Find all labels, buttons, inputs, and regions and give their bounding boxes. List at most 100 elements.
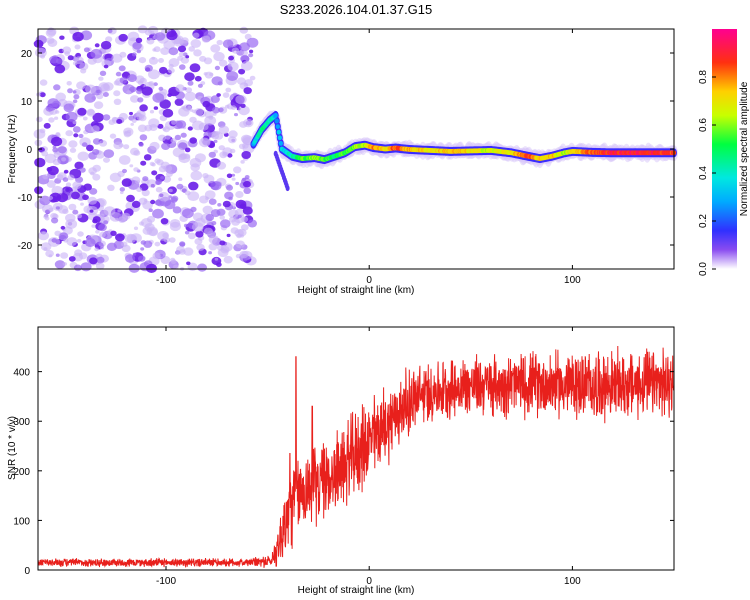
noise-blob [222, 151, 229, 157]
noise-blob [174, 98, 184, 106]
noise-blob [187, 191, 200, 202]
spectrogram-y-axis-label: Frequency (Hz) [7, 115, 18, 184]
noise-blob [158, 191, 170, 202]
noise-blob [46, 167, 53, 172]
noise-blob [208, 235, 218, 244]
noise-blob [222, 92, 230, 98]
noise-blob [159, 99, 171, 109]
ridge-core [274, 118, 279, 124]
noise-blob [236, 233, 242, 239]
noise-blob [228, 216, 237, 223]
colorbar-tick-label: 0.8 [698, 70, 709, 84]
noise-blob [176, 250, 182, 255]
noise-blob [65, 182, 72, 187]
noise-blob [242, 177, 247, 182]
noise-blob [194, 75, 202, 82]
noise-blob [155, 180, 161, 185]
noise-blob [54, 116, 59, 120]
y-tick-label: 300 [13, 417, 30, 428]
noise-blob [102, 92, 109, 97]
noise-blob [146, 37, 155, 45]
noise-blob [162, 127, 167, 131]
noise-blob [231, 47, 240, 54]
noise-blob [227, 61, 239, 72]
noise-blob [121, 178, 132, 187]
noise-blob [79, 167, 86, 173]
noise-blob [79, 62, 89, 71]
noise-blob [98, 76, 104, 81]
noise-blob [208, 115, 214, 120]
noise-blob [82, 116, 88, 121]
noise-blob [185, 55, 190, 59]
noise-blob [162, 108, 174, 118]
noise-blob [211, 106, 220, 114]
y-tick-label: -10 [18, 193, 33, 204]
noise-blob [184, 230, 190, 235]
noise-blob [222, 200, 231, 208]
colorbar-ticks: 0.0 0.2 0.4 0.6 0.8 [698, 70, 716, 276]
noise-blob [225, 87, 232, 93]
noise-blob [240, 160, 245, 164]
noise-blob [231, 177, 236, 181]
noise-blob [84, 238, 96, 247]
noise-blob [86, 144, 94, 152]
noise-blob [168, 47, 179, 56]
noise-blob [243, 118, 254, 128]
noise-blob [209, 72, 214, 77]
noise-blob [92, 173, 101, 181]
noise-blob [149, 141, 160, 151]
noise-blob [51, 136, 63, 147]
noise-blob [231, 173, 236, 177]
noise-blob [247, 219, 257, 228]
noise-blob [185, 87, 193, 93]
noise-blob [177, 55, 184, 61]
noise-blob [203, 174, 215, 184]
noise-blob [159, 66, 168, 74]
noise-blob [117, 209, 122, 213]
noise-blob [194, 108, 204, 116]
noise-blob [129, 111, 133, 116]
noise-blob [151, 170, 158, 176]
noise-blob [208, 251, 213, 255]
noise-blob [72, 31, 84, 42]
noise-blob [226, 184, 233, 191]
noise-blob [163, 40, 175, 50]
noise-blob [205, 196, 210, 200]
noise-blob [59, 232, 69, 240]
noise-blob [90, 171, 95, 176]
noise-blob [113, 80, 120, 86]
noise-blob [121, 241, 128, 247]
noise-blob [110, 230, 117, 236]
noise-blob [99, 213, 105, 218]
snr-series-line [37, 345, 675, 568]
noise-blob [68, 256, 76, 262]
noise-blob [192, 32, 200, 39]
noise-blob [158, 165, 167, 173]
noise-blob [137, 124, 147, 133]
noise-blob [187, 80, 194, 86]
noise-blob [190, 170, 203, 181]
ridge-tail [285, 185, 290, 192]
noise-blob [39, 79, 48, 86]
noise-blob [98, 140, 108, 147]
noise-blob [139, 134, 148, 141]
noise-blob [119, 187, 126, 192]
noise-blob [152, 208, 164, 219]
noise-blob [168, 63, 174, 69]
noise-blob [115, 71, 122, 77]
noise-blob [55, 132, 61, 136]
noise-blob [160, 176, 165, 180]
noise-blob [246, 37, 259, 48]
noise-blob [118, 65, 126, 72]
noise-blob [87, 196, 98, 205]
noise-blob [226, 233, 231, 238]
noise-blob [127, 74, 137, 83]
colorbar-gradient [712, 29, 737, 269]
noise-blob [123, 131, 132, 138]
noise-blob [133, 226, 139, 231]
noise-blob [175, 84, 185, 93]
noise-blob [166, 30, 178, 41]
noise-blob [203, 227, 213, 236]
noise-blob [67, 55, 74, 61]
noise-blob [170, 197, 178, 203]
